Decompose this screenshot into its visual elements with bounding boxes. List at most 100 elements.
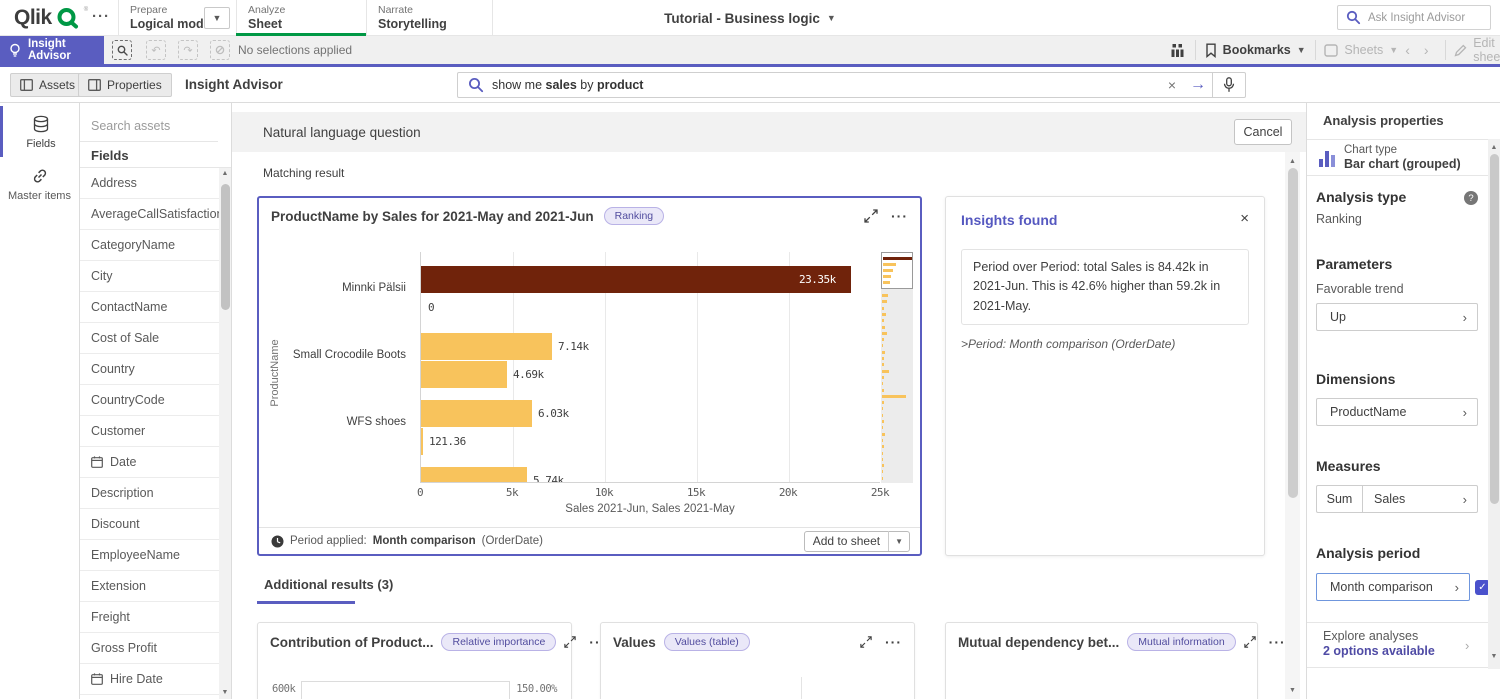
scroll-down-icon[interactable]: ▼ [1289,687,1296,694]
result-card-contribution[interactable]: Contribution of Product... Relative impo… [257,622,605,699]
bar-chart-plot-area[interactable]: 23.35k 7.14k 6.03k 5.74k 0 4.69k 121.36 [420,252,880,483]
chevron-down-icon: ▼ [1296,45,1306,55]
bar-sales-2021-jun-1[interactable] [421,333,552,360]
measure-select[interactable]: Sum Sales › [1316,485,1478,513]
field-item[interactable]: Discount [80,509,219,540]
field-item[interactable]: AverageCallSatisfaction [80,199,223,230]
minimap-viewport[interactable] [881,252,913,289]
field-item[interactable]: EmployeeName [80,540,219,571]
dimension-select[interactable]: ProductName › [1316,398,1478,426]
field-item[interactable]: Description [80,478,219,509]
field-item[interactable]: CategoryName [80,230,219,261]
tab-analyze[interactable]: Analyze Sheet [236,0,366,36]
expand-icon[interactable] [860,636,872,648]
rail-item-fields[interactable]: Fields [0,106,79,157]
bar-sales-2021-may-1[interactable] [421,361,507,388]
rail-item-master-items[interactable]: Master items [0,158,79,209]
bookmarks-button[interactable]: Bookmarks ▼ [1205,43,1306,58]
scroll-up-icon[interactable]: ▲ [221,170,229,177]
tab-prepare[interactable]: Prepare Logical model [118,0,236,36]
assets-panel-toggle[interactable]: Assets [10,73,86,97]
insight-narrative: Period over Period: total Sales is 84.42… [961,249,1249,326]
submit-query-button[interactable]: → [1190,76,1206,93]
sheets-button[interactable]: Sheets ▼ [1324,43,1398,57]
more-options-icon[interactable]: ··· [891,208,908,224]
field-item[interactable]: Date [80,447,219,478]
next-sheet-button[interactable]: › [1423,42,1429,58]
scrollbar-thumb[interactable] [1489,154,1499,504]
bar-sales-2021-jun-2[interactable] [421,400,532,427]
additional-results-tab[interactable]: Additional results (3) [264,577,394,592]
table-column-sales[interactable]: Sales [802,677,914,699]
result-card-values-table[interactable]: Values Values (table) ··· ProductName [600,622,915,699]
rail-label: Master items [8,190,71,202]
add-to-sheet-button[interactable]: Add to sheet ▼ [803,530,910,552]
field-item[interactable]: Address [80,168,219,199]
field-item[interactable]: City [80,261,219,292]
ask-insight-advisor-input[interactable] [1368,11,1478,24]
cancel-button[interactable]: Cancel [1234,119,1292,145]
minimap-bar [883,275,891,278]
field-item[interactable]: Hire Date [80,664,219,695]
expand-icon[interactable] [564,636,576,648]
table-column-productname[interactable]: ProductName [601,677,802,699]
properties-panel-toggle[interactable]: Properties [78,73,172,97]
analysis-period-select[interactable]: Month comparison › [1316,573,1470,601]
assets-scrollbar[interactable]: ▲ ▼ [219,168,231,699]
insight-advisor-button[interactable]: Insight Advisor [0,36,104,64]
more-options-icon[interactable]: ··· [885,634,902,650]
microphone-icon[interactable] [1213,77,1245,93]
search-assets-input[interactable] [91,112,211,140]
expand-icon[interactable] [864,209,878,223]
field-item[interactable]: Country [80,354,219,385]
search-assets-box[interactable] [80,112,218,142]
favorable-trend-select[interactable]: Up › [1316,303,1478,331]
global-menu-button[interactable]: ··· [92,8,110,25]
properties-scrollbar[interactable]: ▲ ▼ [1488,139,1500,669]
result-card-mutual-dependency[interactable]: Mutual dependency bet... Mutual informat… [945,622,1285,699]
close-icon[interactable]: × [1240,210,1249,227]
bar-sales-2021-jun-0[interactable] [421,266,851,293]
ask-insight-advisor-searchbox[interactable] [1337,5,1491,30]
scroll-down-icon[interactable]: ▼ [221,689,229,696]
chart-minimap-scrollbar[interactable] [881,252,913,483]
scroll-down-icon[interactable]: ▼ [1490,653,1498,660]
matching-result-chart-card[interactable]: ProductName by Sales for 2021-May and 20… [257,196,922,556]
prepare-dropdown-button[interactable]: ▼ [204,7,230,29]
field-item[interactable]: Freight [80,602,219,633]
main-scrollbar[interactable]: ▲ ▼ [1285,152,1300,699]
nlq-query-text[interactable]: show me sales by product [492,78,643,92]
scroll-up-icon[interactable]: ▲ [1289,158,1296,165]
field-item[interactable]: Extension [80,571,219,602]
bar-sales-2021-may-2[interactable] [421,428,423,455]
scrollbar-thumb[interactable] [1287,168,1298,498]
nlq-search-bar[interactable]: show me sales by product × → [457,72,1246,98]
previous-sheet-button[interactable]: ‹ [1405,42,1410,58]
explore-analyses-button[interactable]: Explore analyses 2 options available › [1307,622,1500,668]
minimap-bar [882,313,886,316]
app-objects-grid-icon[interactable] [1170,43,1186,58]
smart-search-icon[interactable] [112,40,132,60]
tab-narrate[interactable]: Narrate Storytelling [366,0,492,36]
field-item[interactable]: CountryCode [80,385,219,416]
measure-aggregation[interactable]: Sum [1317,486,1363,512]
chart-type-row[interactable]: Chart type Bar chart (grouped) [1307,139,1500,176]
field-item[interactable]: ContactName [80,292,219,323]
field-item[interactable]: Cost of Sale [80,323,219,354]
expand-icon[interactable] [1243,636,1256,648]
more-options-icon[interactable]: ··· [1268,634,1286,650]
bar-value-label: 0 [428,301,435,314]
field-item[interactable]: Gross Profit [80,633,219,664]
scroll-up-icon[interactable]: ▲ [1490,144,1498,151]
help-icon[interactable]: ? [1464,191,1478,205]
scrollbar-thumb[interactable] [220,184,230,310]
clear-query-button[interactable]: × [1167,77,1177,93]
edit-sheet-button[interactable]: Edit sheet [1454,36,1500,64]
app-title-menu[interactable]: Tutorial - Business logic ▼ [610,0,890,36]
field-item[interactable]: Customer [80,416,219,447]
chart-type-value: Bar chart (grouped) [1344,157,1461,171]
minimap-bar [882,470,883,473]
query-token: by [576,78,597,92]
period-enabled-checkbox[interactable]: ✓ [1475,580,1490,595]
bar-sales-2021-jun-3[interactable] [421,467,527,482]
